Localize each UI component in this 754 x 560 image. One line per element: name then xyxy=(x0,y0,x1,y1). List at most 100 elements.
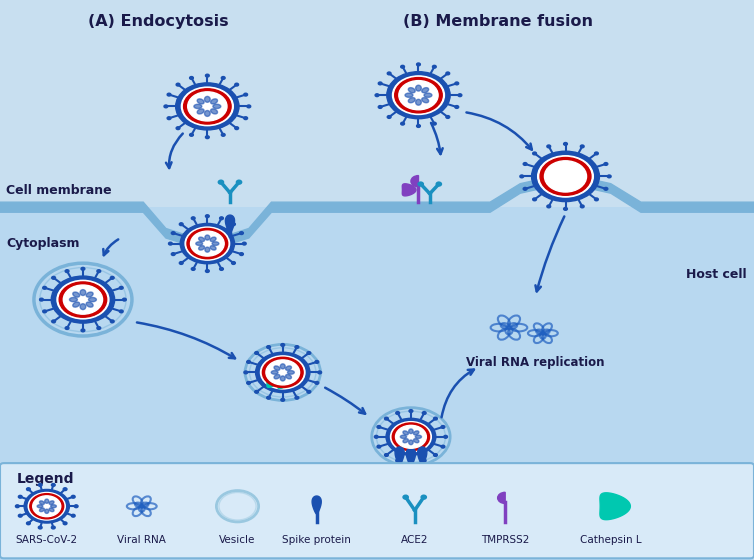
Circle shape xyxy=(51,276,115,323)
Circle shape xyxy=(255,352,259,354)
Circle shape xyxy=(192,268,195,270)
Circle shape xyxy=(40,298,44,301)
Circle shape xyxy=(167,93,171,96)
Circle shape xyxy=(532,198,536,201)
Circle shape xyxy=(375,436,379,438)
Circle shape xyxy=(547,205,550,208)
Circle shape xyxy=(52,320,56,323)
Circle shape xyxy=(532,151,599,202)
Circle shape xyxy=(385,454,388,456)
Circle shape xyxy=(433,122,437,125)
Circle shape xyxy=(219,268,223,270)
Circle shape xyxy=(188,92,227,121)
Circle shape xyxy=(377,445,381,448)
Circle shape xyxy=(523,188,527,190)
Circle shape xyxy=(234,127,238,129)
Circle shape xyxy=(234,83,238,86)
Circle shape xyxy=(59,282,107,317)
Ellipse shape xyxy=(274,366,280,370)
Ellipse shape xyxy=(39,508,44,512)
Circle shape xyxy=(176,83,239,130)
Circle shape xyxy=(441,426,445,428)
Circle shape xyxy=(436,182,442,186)
Circle shape xyxy=(81,268,85,270)
Ellipse shape xyxy=(210,109,217,114)
Circle shape xyxy=(122,298,127,301)
Circle shape xyxy=(171,232,175,235)
Circle shape xyxy=(455,82,458,85)
Text: Cytoplasm: Cytoplasm xyxy=(6,237,79,250)
Circle shape xyxy=(307,352,311,354)
Ellipse shape xyxy=(274,375,280,379)
Ellipse shape xyxy=(409,97,415,102)
Ellipse shape xyxy=(286,375,292,379)
Ellipse shape xyxy=(405,93,413,97)
Circle shape xyxy=(422,459,426,462)
Circle shape xyxy=(74,505,78,507)
Circle shape xyxy=(18,514,22,517)
Ellipse shape xyxy=(198,109,204,114)
Circle shape xyxy=(266,360,299,385)
Circle shape xyxy=(236,180,242,184)
Circle shape xyxy=(387,72,450,119)
Circle shape xyxy=(256,352,310,393)
Ellipse shape xyxy=(49,501,54,505)
Circle shape xyxy=(267,346,271,348)
Ellipse shape xyxy=(213,104,221,109)
Polygon shape xyxy=(600,493,630,520)
Circle shape xyxy=(110,320,114,323)
Circle shape xyxy=(608,175,611,178)
Circle shape xyxy=(422,412,426,414)
Circle shape xyxy=(416,63,421,66)
Ellipse shape xyxy=(413,438,419,443)
Circle shape xyxy=(169,242,172,245)
Circle shape xyxy=(400,66,404,68)
Circle shape xyxy=(205,215,210,218)
Circle shape xyxy=(458,94,461,97)
Circle shape xyxy=(97,270,101,273)
Circle shape xyxy=(393,76,444,114)
Circle shape xyxy=(222,77,225,80)
Ellipse shape xyxy=(49,508,54,512)
Circle shape xyxy=(386,418,436,455)
Text: Viral RNA replication: Viral RNA replication xyxy=(466,356,605,368)
Circle shape xyxy=(581,145,584,148)
Circle shape xyxy=(318,371,321,374)
Text: (B) Membrane fusion: (B) Membrane fusion xyxy=(403,14,593,29)
Circle shape xyxy=(409,461,413,464)
FancyBboxPatch shape xyxy=(0,207,754,560)
Circle shape xyxy=(180,223,234,264)
Circle shape xyxy=(396,426,426,448)
Circle shape xyxy=(441,445,445,448)
Circle shape xyxy=(231,262,235,264)
Ellipse shape xyxy=(409,429,413,433)
Polygon shape xyxy=(225,215,234,233)
Circle shape xyxy=(538,156,593,197)
Ellipse shape xyxy=(205,247,210,252)
Circle shape xyxy=(418,182,424,186)
Polygon shape xyxy=(193,244,201,251)
Ellipse shape xyxy=(194,104,202,109)
Ellipse shape xyxy=(86,302,93,307)
Circle shape xyxy=(28,492,66,520)
Circle shape xyxy=(189,77,193,80)
Ellipse shape xyxy=(39,501,44,505)
Ellipse shape xyxy=(415,435,421,438)
Ellipse shape xyxy=(204,96,210,102)
Ellipse shape xyxy=(403,438,409,443)
Text: TMPRSS2: TMPRSS2 xyxy=(481,535,529,545)
Circle shape xyxy=(243,242,246,245)
Ellipse shape xyxy=(73,292,80,297)
Ellipse shape xyxy=(80,304,86,310)
FancyBboxPatch shape xyxy=(0,463,754,558)
Circle shape xyxy=(179,223,183,226)
Ellipse shape xyxy=(210,237,216,241)
Circle shape xyxy=(247,381,250,384)
Ellipse shape xyxy=(205,235,210,240)
Circle shape xyxy=(65,270,69,273)
Ellipse shape xyxy=(198,237,204,241)
FancyBboxPatch shape xyxy=(0,0,754,207)
Ellipse shape xyxy=(424,93,432,97)
Text: Spike protein: Spike protein xyxy=(282,535,351,545)
Polygon shape xyxy=(406,448,415,466)
